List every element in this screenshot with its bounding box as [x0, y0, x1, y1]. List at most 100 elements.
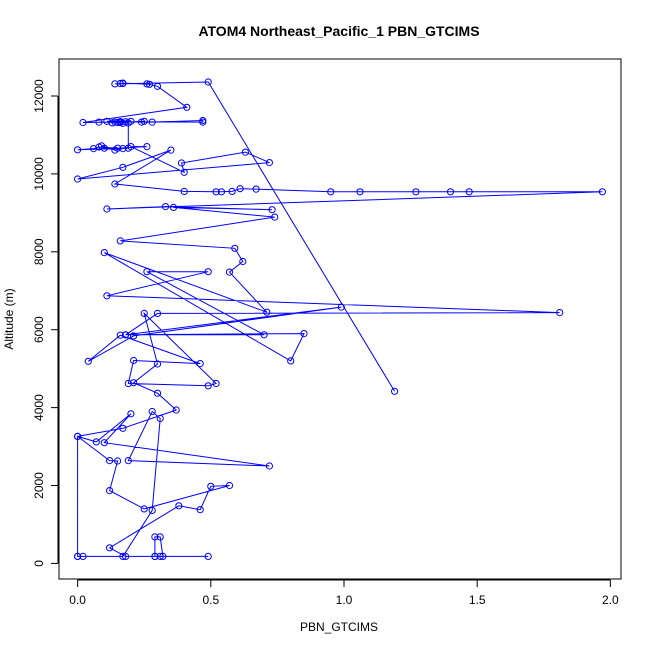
data-point: [143, 268, 151, 276]
data-point: [356, 188, 364, 196]
data-point: [151, 552, 159, 561]
x-tick-label: 1.0: [336, 593, 353, 607]
data-point: [252, 185, 260, 193]
data-point: [225, 268, 234, 276]
data-point: [74, 146, 82, 154]
data-point: [130, 332, 138, 340]
data-point: [153, 360, 162, 368]
y-tick-label: 2000: [32, 472, 46, 499]
data-point: [106, 487, 114, 495]
data-point: [130, 379, 138, 387]
data-point: [271, 213, 279, 221]
data-point: [465, 188, 473, 196]
data-point: [156, 533, 164, 541]
data-point: [204, 268, 212, 276]
data-point: [151, 533, 159, 541]
data-point: [124, 379, 132, 388]
chart-title: ATOM4 Northeast_Pacific_1 PBN_GTCIMS: [198, 23, 479, 39]
data-point: [90, 145, 98, 153]
data-point: [412, 188, 420, 196]
x-tick-label: 0.5: [202, 593, 219, 607]
data-point: [103, 117, 111, 125]
data-point: [327, 188, 335, 196]
data-point: [225, 481, 234, 490]
data-point: [156, 552, 164, 561]
data-point: [122, 552, 130, 561]
data-point: [204, 382, 212, 390]
data-point: [148, 506, 156, 514]
data-point: [153, 309, 162, 317]
data-point: [207, 482, 215, 490]
data-point: [111, 180, 119, 188]
data-point: [337, 303, 345, 311]
data-point: [122, 331, 130, 339]
data-point: [556, 309, 564, 317]
data-point: [180, 187, 188, 195]
data-point: [153, 82, 162, 90]
x-axis: 0.0 0.5 1.0 1.5 2.0: [69, 579, 619, 607]
data-point: [111, 146, 119, 154]
data-point: [103, 292, 111, 300]
data-point: [148, 118, 156, 126]
x-tick-label: 0.0: [69, 593, 86, 607]
data-point: [175, 502, 183, 510]
data-point: [177, 159, 186, 167]
y-tick-label: 10000: [32, 157, 46, 191]
data-point: [79, 552, 87, 561]
data-point: [119, 145, 127, 153]
data-point: [146, 80, 154, 88]
data-point: [111, 80, 119, 88]
data-point: [239, 257, 247, 266]
data-point: [148, 407, 156, 416]
data-point: [116, 118, 124, 126]
data-point: [116, 331, 124, 339]
data-point: [114, 457, 122, 465]
data-point: [228, 187, 236, 195]
plot-frame: [58, 58, 622, 580]
data-point: [106, 457, 114, 465]
data-point: [169, 203, 178, 211]
data-point: [103, 205, 111, 213]
data-point: [598, 188, 607, 196]
data-point: [217, 188, 226, 196]
data-point: [122, 118, 130, 126]
data-point: [74, 175, 82, 183]
data-point: [119, 424, 127, 432]
data-point: [300, 330, 308, 338]
data-point: [199, 116, 207, 125]
data-point: [119, 79, 127, 88]
data-point: [156, 414, 164, 423]
data-point: [127, 117, 135, 125]
plot-series: [74, 78, 607, 561]
data-point: [183, 103, 191, 111]
data-point: [161, 203, 170, 211]
data-point: [212, 188, 220, 196]
data-point: [100, 249, 108, 257]
data-point: [204, 552, 212, 561]
data-point: [95, 118, 103, 126]
data-point: [167, 146, 175, 154]
data-point: [124, 144, 132, 152]
y-tick-label: 12000: [32, 79, 46, 113]
data-point: [74, 432, 82, 440]
data-point: [153, 389, 162, 397]
data-point: [268, 206, 276, 214]
data-point: [140, 505, 148, 513]
x-axis-label: PBN_GTCIMS: [300, 620, 378, 634]
y-axis-label: Altitude (m): [2, 288, 16, 349]
data-point: [265, 159, 273, 167]
data-point: [124, 457, 132, 465]
data-point: [119, 163, 127, 171]
data-point: [111, 118, 119, 126]
data-point: [138, 118, 146, 126]
y-tick-label: 8000: [32, 238, 46, 265]
y-tick-label: 6000: [32, 316, 46, 343]
x-tick-label: 2.0: [602, 593, 619, 607]
data-point: [119, 552, 127, 561]
data-point: [196, 506, 204, 514]
data-point: [116, 237, 124, 245]
data-point: [143, 80, 151, 88]
data-point: [236, 185, 244, 193]
data-point: [172, 406, 180, 414]
